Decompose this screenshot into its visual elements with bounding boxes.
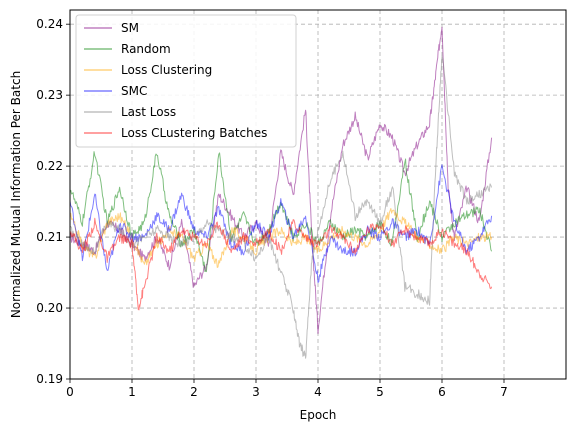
x-tick-label: 4 bbox=[314, 385, 322, 399]
y-tick-label: 0.19 bbox=[36, 372, 63, 386]
y-tick-label: 0.22 bbox=[36, 159, 63, 173]
x-tick-label: 3 bbox=[252, 385, 260, 399]
legend: SM Random Loss Clustering SMC Last Loss Loss … bbox=[75, 14, 297, 148]
x-tick-label: 7 bbox=[500, 385, 508, 399]
series-line-2 bbox=[69, 208, 493, 268]
series-line-0 bbox=[69, 26, 493, 335]
y-axis-label: Normalized Mutual Information Per Batch bbox=[9, 71, 23, 318]
y-tick-label: 0.21 bbox=[36, 230, 63, 244]
y-tick-label: 0.23 bbox=[36, 88, 63, 102]
y-tick-label: 0.20 bbox=[36, 301, 63, 315]
x-axis-label: Epoch bbox=[300, 408, 337, 422]
series-line-4 bbox=[69, 55, 493, 359]
x-tick-label: 2 bbox=[190, 385, 198, 399]
legend-entry-label: Random bbox=[121, 42, 171, 56]
series-line-1 bbox=[69, 151, 493, 273]
y-tick-label: 0.24 bbox=[36, 17, 63, 31]
series-line-5 bbox=[69, 217, 493, 311]
series-line-3 bbox=[69, 164, 493, 283]
x-tick-label: 0 bbox=[66, 385, 74, 399]
x-tick-label: 6 bbox=[438, 385, 446, 399]
legend-entry-label: Loss CLustering Batches bbox=[121, 126, 267, 140]
legend-entry-label: Loss Clustering bbox=[121, 63, 212, 77]
axes: 0 1 2 3 4 5 6 7 0.19 0.20 0.21 0.22 0.23 0.24 bbox=[36, 9, 567, 399]
legend-entry-label: SMC bbox=[121, 84, 147, 98]
legend-box bbox=[75, 14, 297, 148]
x-tick-label: 5 bbox=[376, 385, 384, 399]
x-tick-label: 1 bbox=[128, 385, 136, 399]
series-lines bbox=[69, 26, 493, 359]
legend-entry-label: Last Loss bbox=[121, 105, 176, 119]
legend-entry-label: SM bbox=[121, 21, 139, 35]
